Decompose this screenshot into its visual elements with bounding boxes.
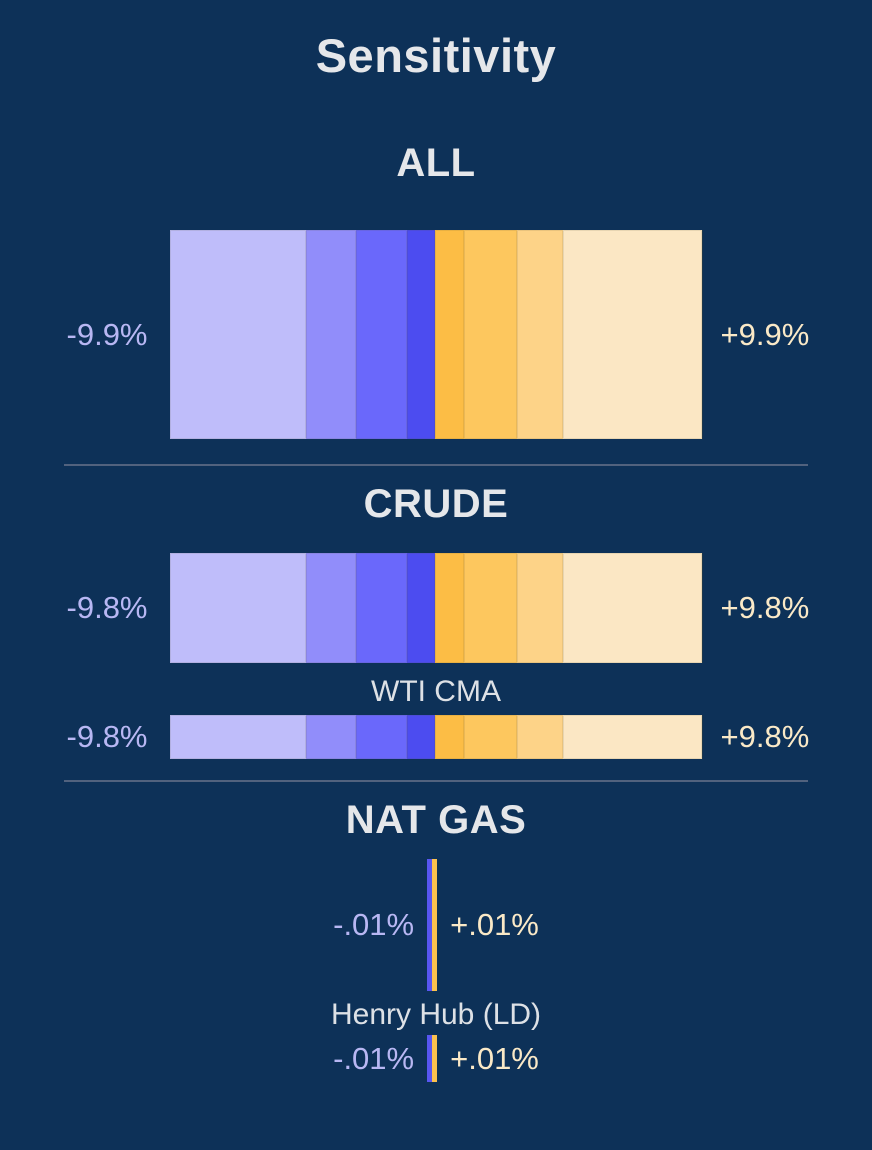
vbar-strip [427,1035,433,1082]
all-positive-label: +9.9% [720,316,810,352]
vbar-strip [432,859,438,991]
bar-segment [434,715,464,759]
bar-segment [169,715,307,759]
crude-sensitivity-bar [169,553,703,663]
bar-segment [516,553,563,663]
bar-segment [169,553,307,663]
vbar-strip [432,1035,438,1082]
natgas-bar-row: -.01% +.01% [0,859,872,991]
bar-segment [306,715,356,759]
bar-segment [434,553,464,663]
bar-segment [306,230,356,439]
bar-segment [406,230,435,439]
wti-cma-label: WTI CMA [371,675,501,708]
bar-segment [463,715,517,759]
natgas-sensitivity-bar [427,859,438,991]
bar-segment [434,230,464,439]
section-crude-heading: CRUDE [363,482,509,526]
bar-segment [355,553,407,663]
all-bar-row: -9.9% +9.9% [0,230,872,439]
natgas-negative-label: -.01% [333,907,415,942]
bar-segment [463,553,517,663]
section-all: ALL -9.9% +9.9% [0,141,872,439]
section-divider [64,464,808,466]
page-title: Sensitivity [315,29,557,82]
bar-segment [406,715,435,759]
henry-hub-negative-label: -.01% [333,1040,415,1076]
henry-hub-label: Henry Hub (LD) [330,998,542,1031]
crude-positive-label: +9.8% [720,590,810,625]
bar-segment [406,553,435,663]
wti-cma-positive-label: +9.8% [720,719,810,754]
henry-hub-sensitivity-bar [427,1035,438,1082]
bar-segment [562,553,703,663]
bar-segment [516,230,563,439]
bar-segment [306,553,356,663]
bar-segment [355,715,407,759]
bar-segment [355,230,407,439]
crude-bar-row: -9.8% +9.8% [0,553,872,663]
vbar-strip [427,859,433,991]
section-all-heading: ALL [396,141,476,185]
all-sensitivity-bar [169,230,703,439]
section-crude: CRUDE -9.8% +9.8% WTI CMA -9.8% +9.8% [0,482,872,759]
wti-cma-sensitivity-bar [169,715,703,759]
all-negative-label: -9.9% [66,316,148,352]
henry-hub-bar-row: -.01% +.01% [0,1035,872,1082]
bar-segment [463,230,517,439]
henry-hub-positive-label: +.01% [450,1040,539,1076]
section-natgas-heading: NAT GAS [345,798,527,842]
bar-segment [562,230,703,439]
crude-negative-label: -9.8% [66,590,148,625]
section-natgas: NAT GAS -.01% +.01% Henry Hub (LD) -.01%… [0,798,872,1082]
wti-cma-negative-label: -9.8% [66,719,148,754]
bar-segment [169,230,307,439]
wti-cma-bar-row: -9.8% +9.8% [0,715,872,759]
section-divider [64,780,808,782]
bar-segment [516,715,563,759]
bar-segment [562,715,703,759]
natgas-positive-label: +.01% [450,907,539,942]
